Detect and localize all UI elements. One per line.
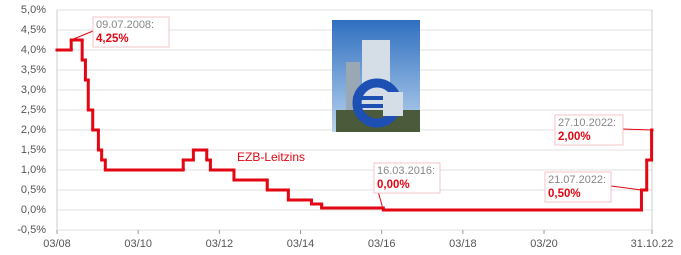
x-tick-label: 03/08 xyxy=(43,238,71,250)
annotation-date: 27.10.2022: xyxy=(558,117,616,129)
photo xyxy=(332,20,420,132)
x-tick-label: 03/12 xyxy=(206,238,234,250)
annotation-date: 16.03.2016: xyxy=(377,165,435,177)
chart: -0,5% 0,0% 0,5% 1,0% 1,5% 2,0% 2,5% 3,0% 3,5% 4,0… xyxy=(0,0,681,255)
x-tick-label: 03/16 xyxy=(368,238,396,250)
annotation-date: 09.07.2008: xyxy=(96,19,154,31)
y-tick-label: 3,0% xyxy=(21,84,46,96)
y-tick-label: 5,0% xyxy=(21,4,46,16)
x-tick-label: 31.10.22 xyxy=(631,238,674,250)
x-tick-label: 03/14 xyxy=(287,238,315,250)
annotation-value: 2,00% xyxy=(558,131,591,143)
x-tick-label: 03/18 xyxy=(449,238,477,250)
y-tick-label: 2,0% xyxy=(21,124,46,136)
y-tick-label: 2,5% xyxy=(21,104,46,116)
y-tick-label: 1,0% xyxy=(21,164,46,176)
annotation-leader xyxy=(611,186,641,190)
annotation-value: 4,25% xyxy=(96,33,129,45)
y-tick-label: 0,0% xyxy=(21,204,46,216)
x-tick-label: 03/10 xyxy=(124,238,152,250)
y-tick-label: 4,5% xyxy=(21,24,46,36)
legend-label: EZB-Leitzins xyxy=(237,150,305,164)
annotation-value: 0,50% xyxy=(548,188,581,200)
annotation-value: 0,00% xyxy=(377,179,410,191)
y-tick-label: -0,5% xyxy=(17,224,46,236)
y-tick-label: 3,5% xyxy=(21,64,46,76)
y-tick-label: 4,0% xyxy=(21,44,46,56)
y-tick-label: 1,5% xyxy=(21,144,46,156)
y-tick-label: 0,5% xyxy=(21,184,46,196)
annotation-date: 21.07.2022: xyxy=(548,174,606,186)
x-tick-label: 03/20 xyxy=(530,238,558,250)
